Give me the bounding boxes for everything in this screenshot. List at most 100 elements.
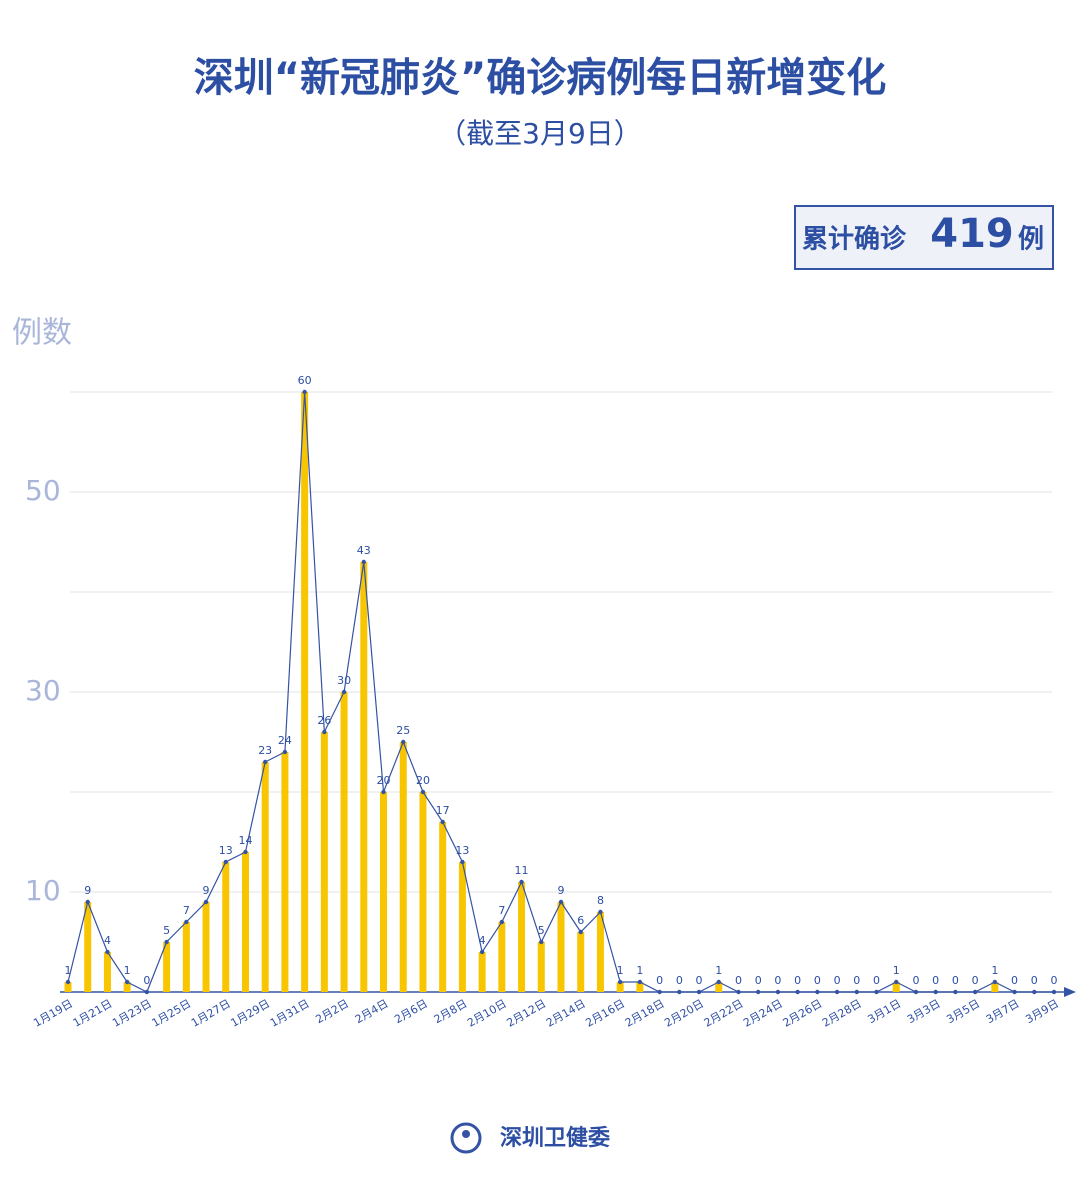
value-label: 1: [715, 964, 722, 977]
value-label: 1: [991, 964, 998, 977]
point: [381, 789, 386, 795]
value-label: 7: [498, 904, 505, 917]
x-tick-label: 2月22日: [702, 997, 746, 1030]
bar: [261, 762, 269, 992]
point: [124, 979, 130, 985]
total-box: [794, 205, 1054, 270]
value-label: 4: [104, 934, 111, 947]
chart-subtitle: （截至3月9日）: [438, 117, 642, 150]
value-label: 0: [834, 974, 841, 987]
point: [696, 989, 702, 995]
point: [992, 979, 998, 985]
value-label: 0: [735, 974, 742, 987]
value-label: 0: [143, 974, 150, 987]
point: [440, 819, 445, 825]
point: [677, 989, 682, 995]
value-label: 0: [1031, 974, 1038, 987]
point: [854, 989, 859, 995]
x-tick-label: 1月27日: [189, 997, 233, 1030]
value-label: 1: [124, 964, 131, 977]
value-label: 20: [416, 774, 430, 787]
logo-dot: [462, 1130, 470, 1138]
point: [203, 899, 209, 905]
value-label: 1: [893, 964, 900, 977]
point: [341, 689, 347, 695]
point: [894, 979, 899, 985]
total-value: 419: [930, 211, 1014, 257]
bar: [892, 982, 900, 992]
point: [105, 949, 110, 955]
point: [795, 989, 800, 995]
value-label: 0: [873, 974, 880, 987]
value-label: 0: [774, 974, 781, 987]
y-tick-label: 10: [25, 874, 61, 907]
x-tick-label: 2月16日: [583, 997, 627, 1030]
y-tick-label: 50: [25, 474, 61, 507]
point: [144, 989, 150, 995]
point: [775, 989, 781, 995]
y-axis-label: 例数: [12, 316, 72, 351]
value-label: 5: [163, 924, 170, 937]
point: [1032, 989, 1037, 995]
x-tick-label: 3月7日: [984, 997, 1022, 1026]
value-label: 25: [396, 724, 410, 737]
value-label: 0: [814, 974, 821, 987]
bar: [458, 862, 466, 992]
x-tick-label: 2月20日: [662, 997, 706, 1030]
x-tick-label: 2月10日: [465, 997, 509, 1030]
point: [519, 879, 524, 885]
bar: [596, 912, 604, 992]
y-tick-label: 30: [25, 674, 61, 707]
value-label: 0: [656, 974, 663, 987]
value-label: 7: [183, 904, 190, 917]
bar: [84, 902, 92, 992]
point: [874, 989, 879, 995]
point: [460, 859, 465, 865]
point: [756, 989, 761, 995]
point: [263, 759, 268, 765]
x-tick-label: 2月14日: [544, 997, 588, 1030]
bar: [380, 792, 388, 992]
bar: [419, 792, 427, 992]
bar: [478, 952, 486, 992]
bar: [320, 732, 328, 992]
value-label: 9: [558, 884, 565, 897]
value-label: 23: [258, 744, 272, 757]
point: [1012, 989, 1017, 995]
x-tick-label: 2月6日: [392, 997, 430, 1026]
x-tick-label: 2月18日: [623, 997, 667, 1030]
chart-title: 深圳“新冠肺炎”确诊病例每日新增变化: [194, 55, 887, 101]
x-tick-label: 2月26日: [781, 997, 825, 1030]
value-label: 0: [912, 974, 919, 987]
point: [539, 939, 544, 945]
point: [1051, 989, 1057, 995]
value-label: 1: [636, 964, 643, 977]
point: [736, 989, 741, 995]
point: [223, 859, 228, 865]
point: [598, 909, 603, 915]
point: [479, 949, 485, 955]
value-label: 8: [597, 894, 604, 907]
value-label: 30: [337, 674, 351, 687]
x-tick-label: 2月4日: [353, 997, 391, 1026]
point: [282, 749, 288, 755]
value-label: 0: [676, 974, 683, 987]
bar: [715, 982, 723, 992]
bar: [557, 902, 565, 992]
point: [834, 989, 840, 995]
x-tick-label: 3月5日: [944, 997, 982, 1026]
point: [65, 979, 71, 985]
point: [184, 919, 189, 925]
value-label: 20: [377, 774, 391, 787]
value-label: 0: [952, 974, 959, 987]
point: [578, 929, 583, 935]
bar: [123, 982, 131, 992]
point: [716, 979, 721, 985]
x-tick-label: 1月25日: [150, 997, 194, 1030]
x-tick-label: 2月24日: [741, 997, 785, 1030]
bar: [636, 982, 644, 992]
point: [164, 939, 169, 945]
bar: [991, 982, 999, 992]
x-tick-label: 3月1日: [866, 997, 904, 1026]
